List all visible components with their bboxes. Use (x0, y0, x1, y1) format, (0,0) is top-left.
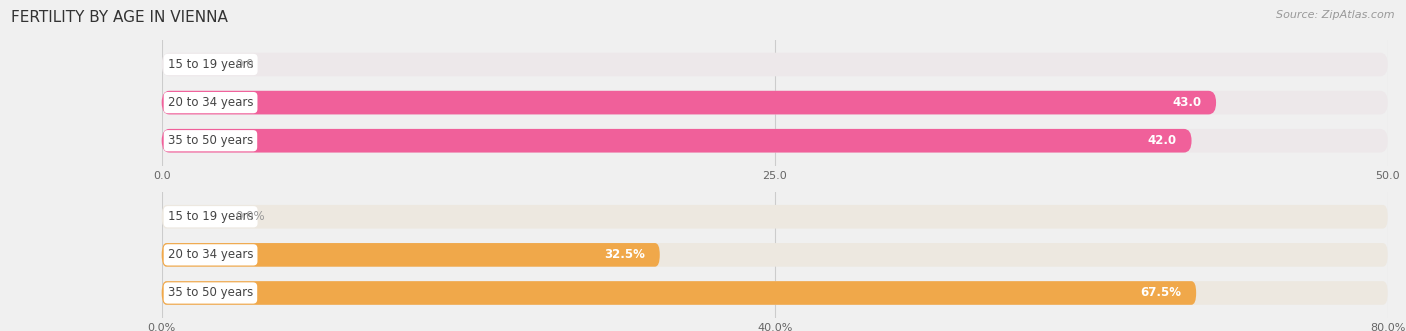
FancyBboxPatch shape (162, 129, 1388, 153)
Text: 20 to 34 years: 20 to 34 years (167, 96, 253, 109)
Text: 42.0: 42.0 (1147, 134, 1177, 147)
FancyBboxPatch shape (162, 129, 1191, 153)
Text: 35 to 50 years: 35 to 50 years (167, 287, 253, 300)
Text: 15 to 19 years: 15 to 19 years (167, 58, 253, 71)
FancyBboxPatch shape (162, 281, 1197, 305)
Text: 67.5%: 67.5% (1140, 287, 1181, 300)
Text: Source: ZipAtlas.com: Source: ZipAtlas.com (1277, 10, 1395, 20)
FancyBboxPatch shape (162, 91, 1216, 115)
FancyBboxPatch shape (162, 53, 1388, 76)
Text: 43.0: 43.0 (1173, 96, 1201, 109)
Text: 20 to 34 years: 20 to 34 years (167, 248, 253, 261)
Text: 0.0%: 0.0% (235, 210, 264, 223)
Text: 32.5%: 32.5% (605, 248, 645, 261)
Text: 35 to 50 years: 35 to 50 years (167, 134, 253, 147)
FancyBboxPatch shape (162, 243, 659, 267)
FancyBboxPatch shape (162, 205, 1388, 229)
Text: 0.0: 0.0 (235, 58, 253, 71)
FancyBboxPatch shape (162, 281, 1388, 305)
FancyBboxPatch shape (162, 243, 1388, 267)
Text: 15 to 19 years: 15 to 19 years (167, 210, 253, 223)
FancyBboxPatch shape (162, 91, 1388, 115)
Text: FERTILITY BY AGE IN VIENNA: FERTILITY BY AGE IN VIENNA (11, 10, 228, 25)
